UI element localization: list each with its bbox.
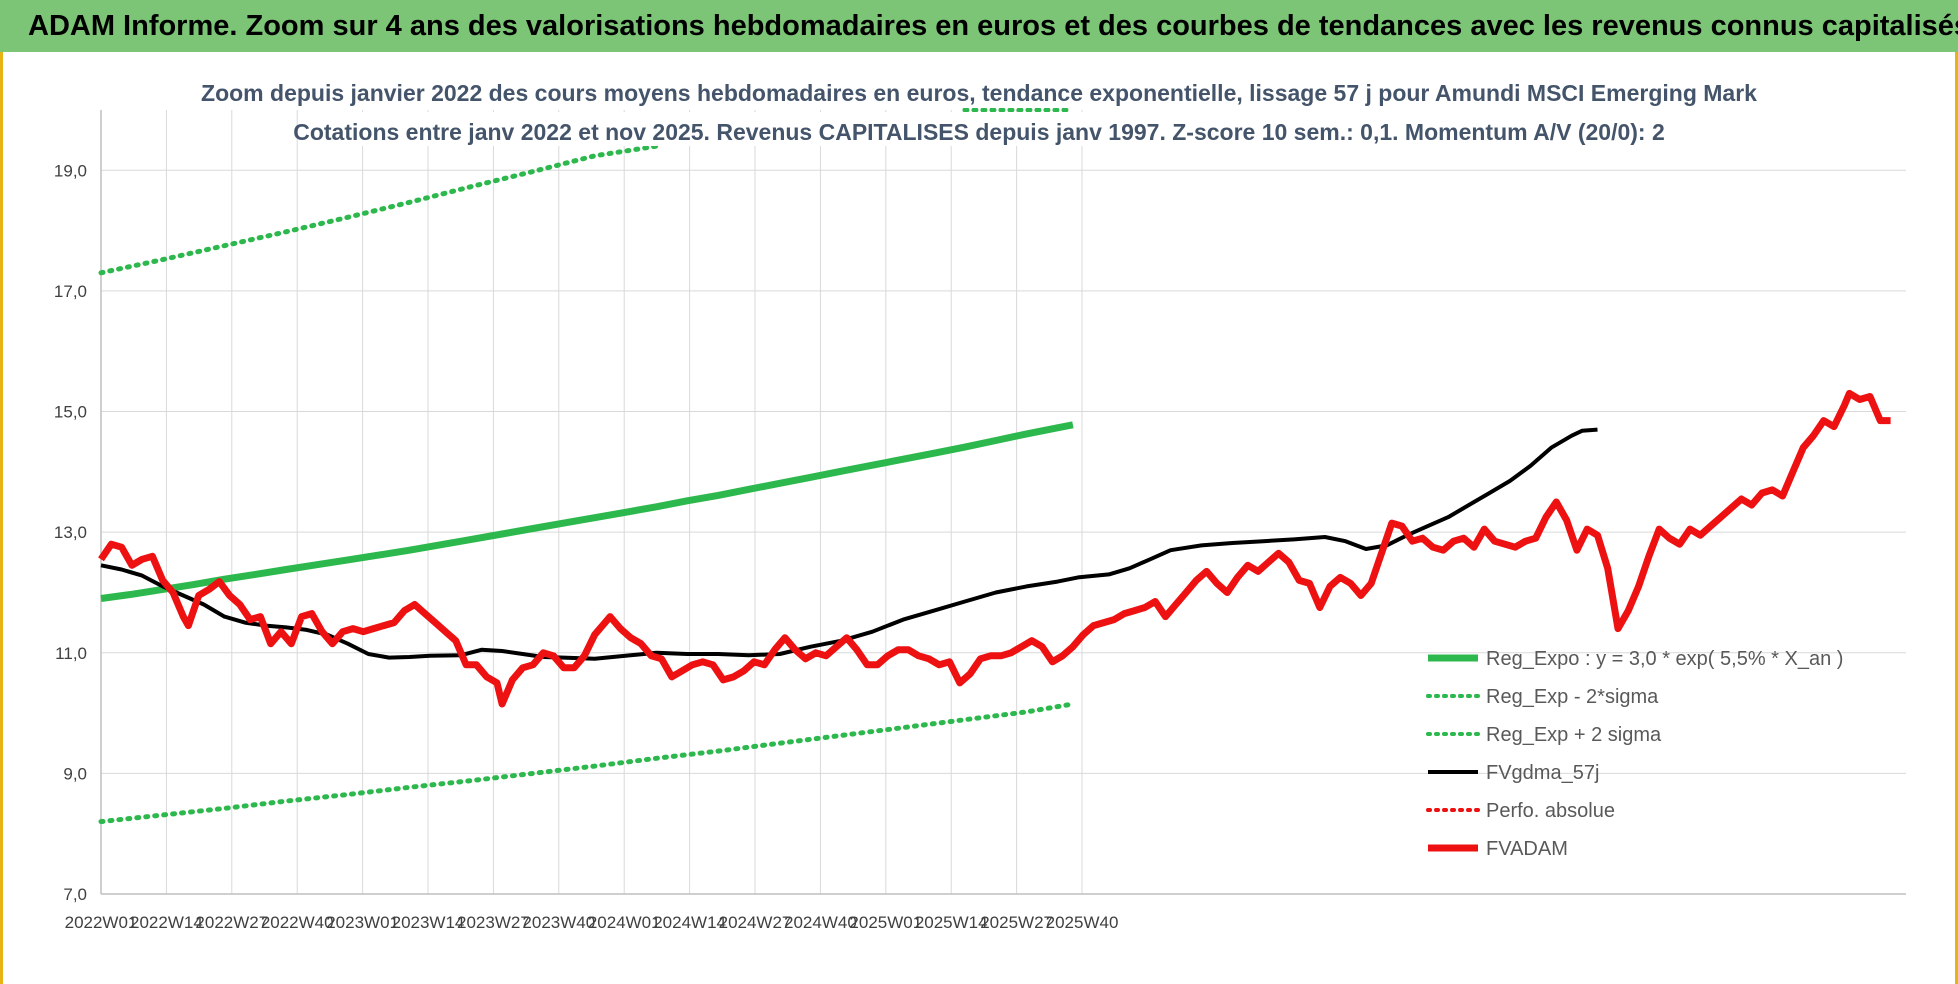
page-banner: ADAM Informe. Zoom sur 4 ans des valoris… xyxy=(0,0,1958,52)
banner-title: ADAM Informe. Zoom sur 4 ans des valoris… xyxy=(28,9,1958,42)
y-tick-label: 11,0 xyxy=(55,644,87,663)
x-tick-label: 2025W01 xyxy=(849,913,922,932)
series-line-1 xyxy=(98,701,1076,825)
title-backing xyxy=(228,74,1716,108)
series-line-3 xyxy=(100,427,1598,661)
x-tick-label: 2025W27 xyxy=(980,913,1053,932)
x-tick-label: 2024W01 xyxy=(588,913,661,932)
x-tick-label: 2022W14 xyxy=(130,913,203,932)
series-line-0 xyxy=(100,421,1074,602)
y-tick-label: 7,0 xyxy=(63,885,87,904)
chart-subtitle: Cotations entre janv 2022 et nov 2025. R… xyxy=(293,119,1665,145)
legend-label: Reg_Exp - 2*sigma xyxy=(1486,686,1659,708)
x-tick-label: 2022W27 xyxy=(195,913,268,932)
x-tick-label: 2024W40 xyxy=(784,913,857,932)
x-tick-label: 2025W40 xyxy=(1046,913,1119,932)
series-line-5 xyxy=(98,389,1891,708)
x-tick-label: 2023W27 xyxy=(457,913,530,932)
legend-label: Reg_Exp + 2 sigma xyxy=(1486,724,1662,746)
x-tick-label: 2023W01 xyxy=(326,913,399,932)
x-tick-label: 2022W01 xyxy=(65,913,138,932)
y-tick-label: 19,0 xyxy=(54,161,87,180)
y-tick-label: 13,0 xyxy=(54,523,87,542)
series-line-2 xyxy=(98,143,659,276)
x-tick-label: 2024W27 xyxy=(719,913,792,932)
x-tick-label: 2025W14 xyxy=(915,913,988,932)
legend-label: Reg_Expo : y = 3,0 * exp( 5,5% * X_an ) xyxy=(1486,648,1843,670)
x-tick-label: 2023W14 xyxy=(392,913,465,932)
legend-label: FVgdma_57j xyxy=(1486,762,1599,784)
legend-label: FVADAM xyxy=(1486,838,1568,860)
x-tick-label: 2023W40 xyxy=(522,913,595,932)
x-tick-label: 2024W14 xyxy=(653,913,726,932)
y-tick-label: 15,0 xyxy=(54,403,87,422)
subtitle-backing xyxy=(314,112,1630,146)
legend-label: Perfo. absolue xyxy=(1486,800,1615,822)
chart-title: Zoom depuis janvier 2022 des cours moyen… xyxy=(201,80,1757,106)
chart-frame xyxy=(0,52,1958,984)
x-tick-label: 2022W40 xyxy=(261,913,334,932)
y-tick-label: 17,0 xyxy=(54,282,87,301)
y-tick-label: 9,0 xyxy=(63,764,87,783)
